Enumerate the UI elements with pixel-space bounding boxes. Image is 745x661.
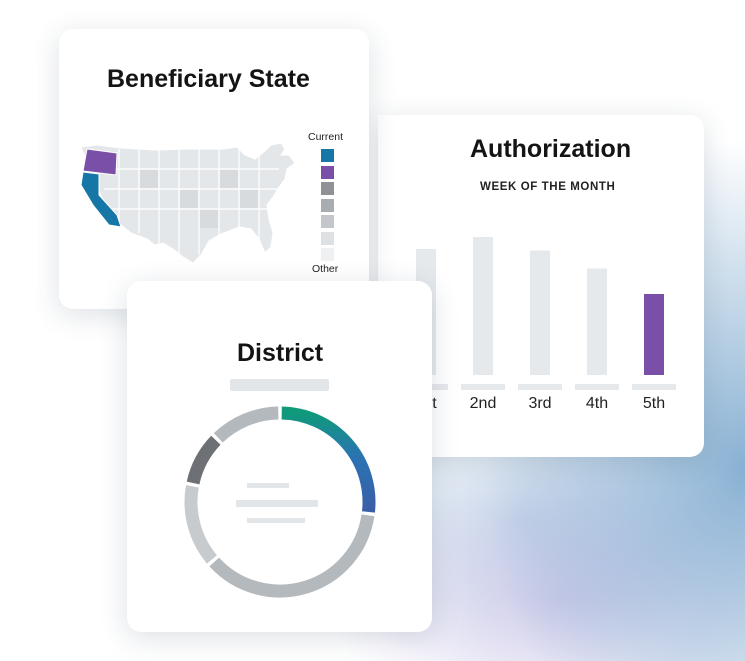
bar-baseline <box>575 384 619 390</box>
donut-segment <box>184 485 218 564</box>
legend-swatch <box>321 215 334 228</box>
donut-segment <box>186 435 221 485</box>
tick-label-2nd: 2nd <box>469 395 497 412</box>
legend-swatch <box>321 149 334 162</box>
legend-swatch <box>321 248 334 261</box>
tick-label-5th: 5th <box>642 395 666 412</box>
state-shades <box>140 170 258 228</box>
authorization-subtitle: WEEK OF THE MONTH <box>480 181 616 193</box>
legend-swatch <box>321 165 334 179</box>
bar-baseline <box>518 384 562 390</box>
oregon-state <box>82 148 118 176</box>
legend-swatch <box>321 231 334 245</box>
beneficiary-state-card: Beneficiary State Current Other <box>59 29 369 309</box>
district-title: District <box>237 339 324 367</box>
bar-4th <box>587 268 607 375</box>
legend-current-label: Current <box>308 131 344 143</box>
bar-baseline <box>461 384 505 390</box>
california-state <box>80 171 122 228</box>
donut-segment <box>209 514 375 598</box>
center-placeholder-line-1 <box>247 483 289 488</box>
donut-segment <box>213 406 279 443</box>
state-borders <box>99 147 281 255</box>
district-card: District <box>127 281 432 632</box>
legend-other-label: Other <box>312 263 339 275</box>
tick-label-4th: 4th <box>585 395 609 412</box>
authorization-title: Authorization <box>470 135 632 163</box>
bar-baseline <box>632 384 676 390</box>
center-placeholder-line-3 <box>247 518 305 523</box>
bar-3rd <box>530 250 550 375</box>
us-map <box>80 142 296 264</box>
bar-5th <box>644 294 664 375</box>
legend-swatch <box>321 182 334 195</box>
legend-swatch <box>321 198 334 212</box>
district-donut-chart <box>184 406 376 598</box>
center-placeholder-line-2 <box>236 500 318 507</box>
subtitle-placeholder-bar <box>230 379 329 391</box>
tick-label-3rd: 3rd <box>528 395 552 412</box>
beneficiary-state-title: Beneficiary State <box>107 65 310 93</box>
donut-segment <box>281 406 376 513</box>
bar-2nd <box>473 237 493 375</box>
